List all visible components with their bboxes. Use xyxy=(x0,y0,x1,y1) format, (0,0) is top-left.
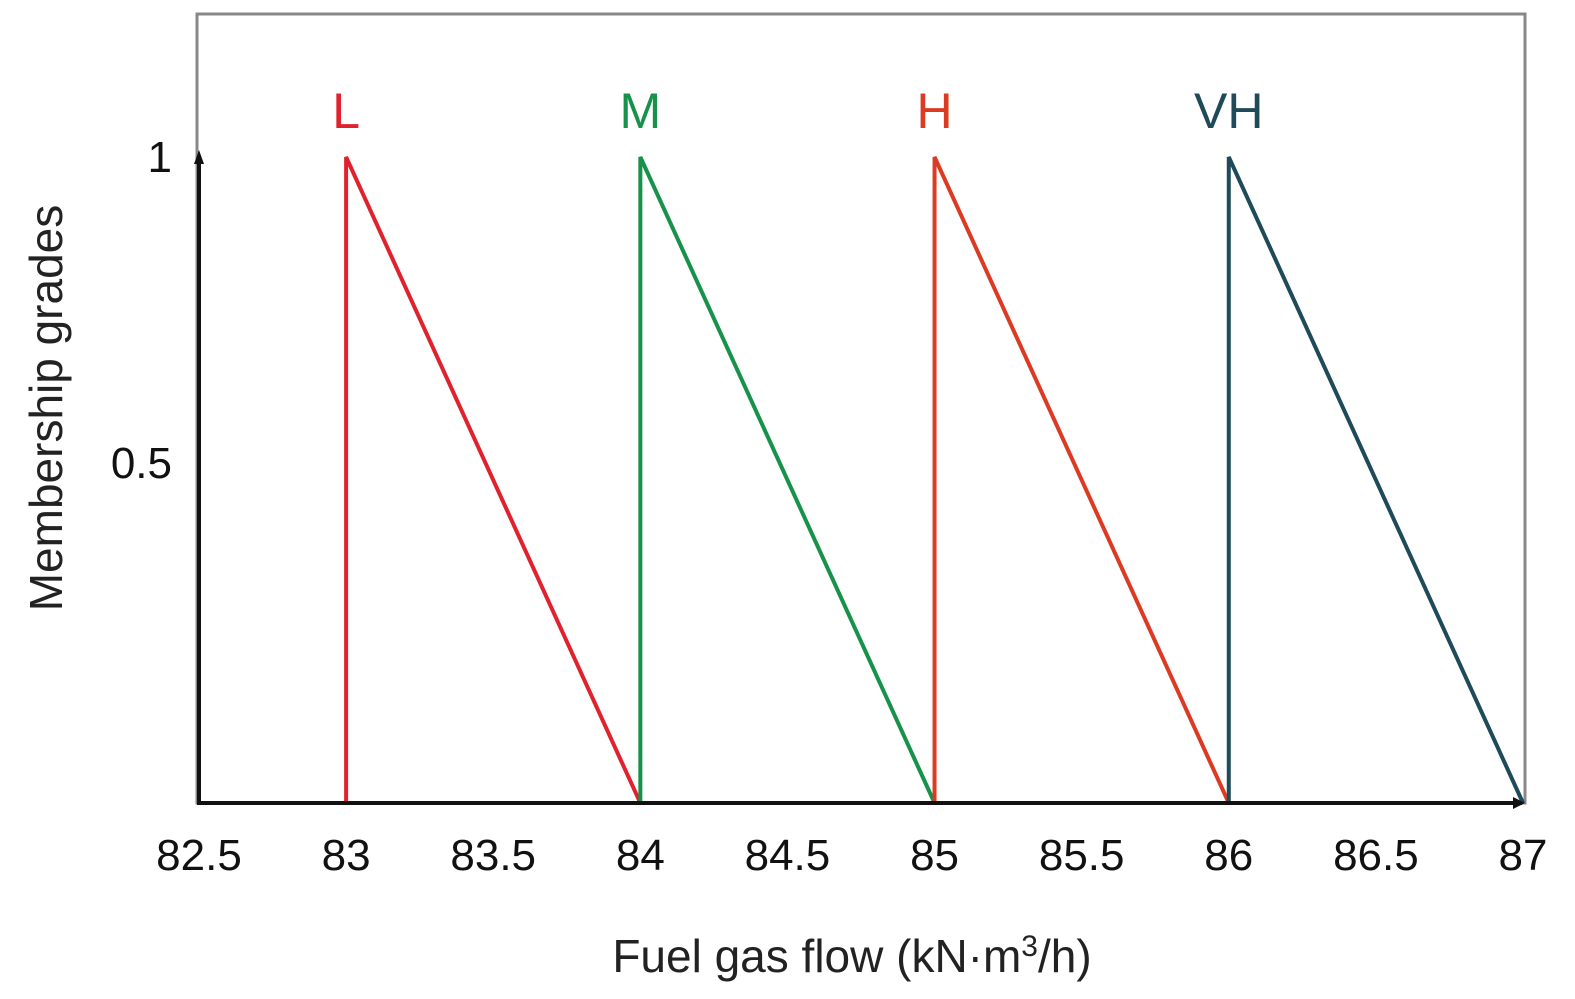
series-label-m: M xyxy=(620,83,662,139)
x-tick-label: 84 xyxy=(616,831,665,880)
series-line-l xyxy=(344,156,643,804)
series-line-vh xyxy=(1226,156,1525,804)
series-label-h: H xyxy=(917,83,953,139)
plot-frame xyxy=(195,12,1527,805)
series-label-vh: VH xyxy=(1194,83,1263,139)
x-axis-arrow xyxy=(1513,797,1525,809)
x-tick-label: 85.5 xyxy=(1039,831,1125,880)
x-tick-label: 86.5 xyxy=(1333,831,1419,880)
y-tick-label: 0.5 xyxy=(111,439,172,488)
series-label-l: L xyxy=(332,83,360,139)
x-axis-label-tail: /h) xyxy=(1038,930,1092,982)
x-tick-label: 87 xyxy=(1499,831,1548,880)
x-tick-label: 83 xyxy=(322,831,371,880)
x-axis-label-main: Fuel gas flow (kN·m xyxy=(612,930,1021,982)
series-line-m xyxy=(638,156,937,804)
y-axis-label: Membership grades xyxy=(20,205,72,612)
x-axis-label: Fuel gas flow (kN·m3/h) xyxy=(612,930,1091,982)
series-line-h xyxy=(932,156,1231,804)
x-tick-label: 82.5 xyxy=(156,831,242,880)
x-tick-label: 86 xyxy=(1204,831,1253,880)
y-axis-arrow xyxy=(194,150,204,164)
y-tick-label: 1 xyxy=(148,133,172,182)
x-tick-label: 84.5 xyxy=(745,831,831,880)
x-axis-label-sup: 3 xyxy=(1021,930,1038,963)
x-tick-label: 83.5 xyxy=(450,831,536,880)
x-tick-label: 85 xyxy=(910,831,959,880)
